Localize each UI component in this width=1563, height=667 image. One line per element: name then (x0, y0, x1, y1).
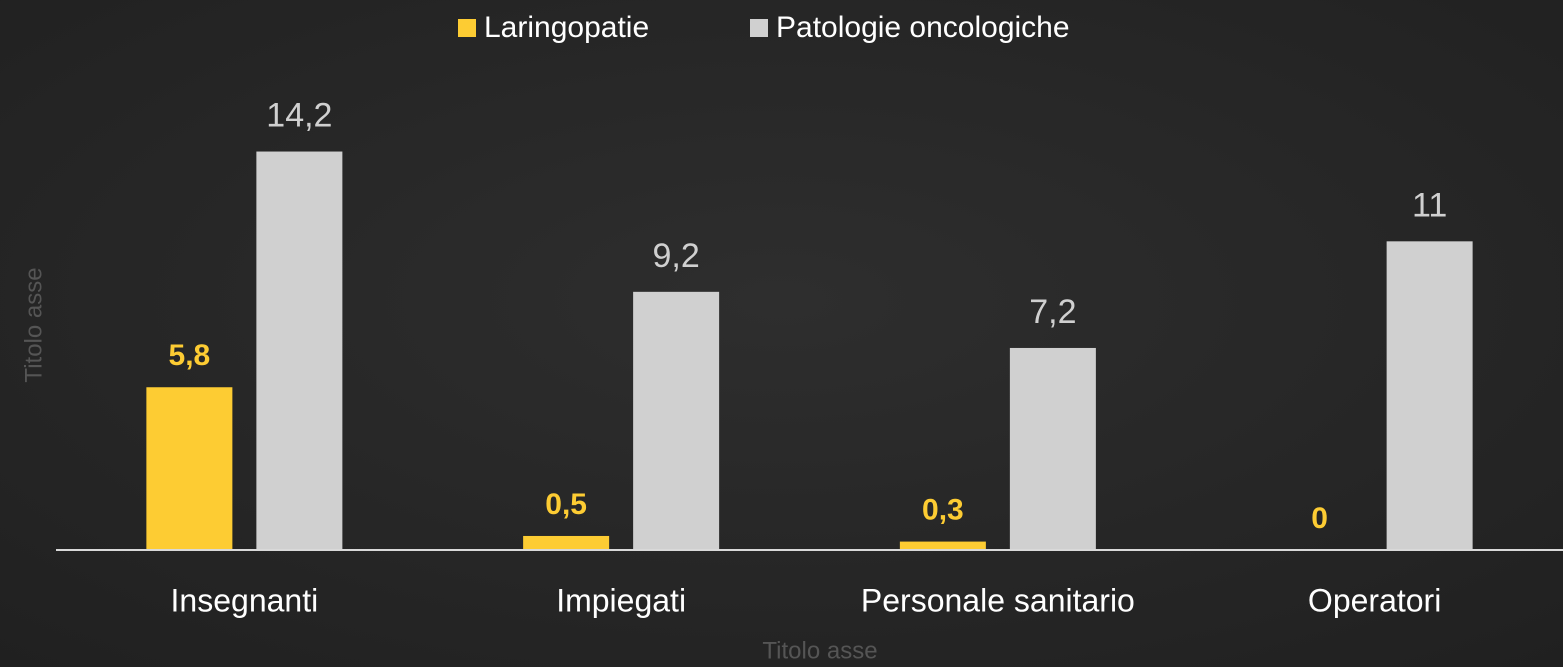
x-tick-label: Personale sanitario (861, 582, 1135, 618)
legend-label: Laringopatie (484, 11, 649, 44)
bar (899, 541, 986, 550)
legend-swatch (750, 19, 768, 37)
x-tick-label: Operatori (1308, 582, 1441, 618)
legend-swatch (458, 19, 476, 37)
bar (1386, 241, 1473, 550)
data-label: 11 (1412, 186, 1447, 224)
bar (523, 535, 610, 550)
bar (256, 151, 343, 550)
x-axis-title: Titolo asse (762, 637, 877, 664)
legend-label: Patologie oncologiche (776, 11, 1070, 44)
data-label: 5,8 (169, 339, 211, 372)
data-label: 0 (1311, 502, 1328, 535)
data-label: 0,5 (545, 488, 587, 521)
data-label: 0,3 (922, 494, 964, 527)
data-label: 9,2 (652, 237, 699, 275)
bar (633, 291, 720, 550)
bar (146, 387, 233, 550)
x-tick-label: Insegnanti (171, 582, 319, 618)
bar (1009, 347, 1096, 550)
data-label: 14,2 (266, 97, 332, 135)
y-axis-title: Titolo asse (20, 267, 47, 382)
x-tick-label: Impiegati (556, 582, 686, 618)
data-label: 7,2 (1029, 293, 1076, 331)
